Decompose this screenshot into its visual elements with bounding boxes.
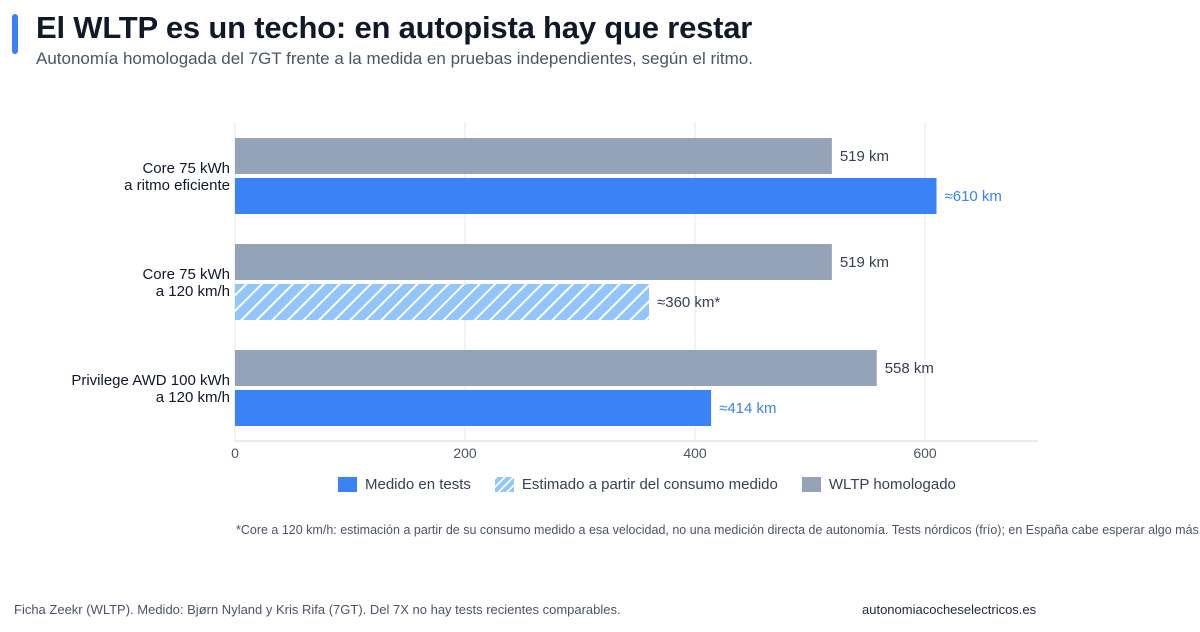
page-title: El WLTP es un techo: en autopista hay qu… [36,10,753,45]
x-tick-label: 600 [913,445,937,461]
bar-value-label: 519 km [840,148,889,165]
source-note: Ficha Zeekr (WLTP). Medido: Bjørn Nyland… [14,602,621,617]
page-subtitle: Autonomía homologada del 7GT frente a la… [36,49,753,68]
category-label: a ritmo eficiente [124,177,230,194]
chart-legend: Medido en tests Estimado a partir del co… [338,476,956,493]
legend-label-measured: Medido en tests [365,476,471,493]
bar-measured [235,390,712,426]
site-brand: autonomiacocheselectricos.es [862,602,1037,617]
legend-swatch-measured [338,477,357,492]
bar-value-label: 558 km [885,360,934,377]
category-label: a 120 km/h [156,389,230,406]
legend-item-estimated: Estimado a partir del consumo medido [494,476,778,493]
legend-swatch-estimated [494,477,514,492]
bar-measured [235,178,937,214]
x-tick-label: 0 [231,445,239,461]
legend-label-estimated: Estimado a partir del consumo medido [521,476,778,493]
bar-wltp [235,138,832,174]
legend-label-wltp: WLTP homologado [828,476,956,493]
category-label: Core 75 kWh [142,160,230,177]
legend-item-measured: Medido en tests [338,476,471,493]
legend-swatch-wltp [801,477,821,492]
bar-value-label: ≈360 km* [657,294,720,311]
category-label: Core 75 kWh [142,266,230,283]
bar-estimated [235,284,649,320]
x-tick-label: 200 [453,445,477,461]
bar-value-label: ≈414 km [719,400,776,417]
title-accent-bar [12,14,18,54]
category-label: a 120 km/h [156,283,230,300]
bar-value-label: ≈610 km [945,188,1002,205]
category-label: Privilege AWD 100 kWh [71,372,230,389]
legend-item-wltp: WLTP homologado [801,476,956,493]
chart-footnote: *Core a 120 km/h: estimación a partir de… [236,523,1200,537]
bar-value-label: 519 km [840,254,889,271]
bar-wltp [235,350,877,386]
bar-wltp [235,244,832,280]
x-tick-label: 400 [683,445,707,461]
